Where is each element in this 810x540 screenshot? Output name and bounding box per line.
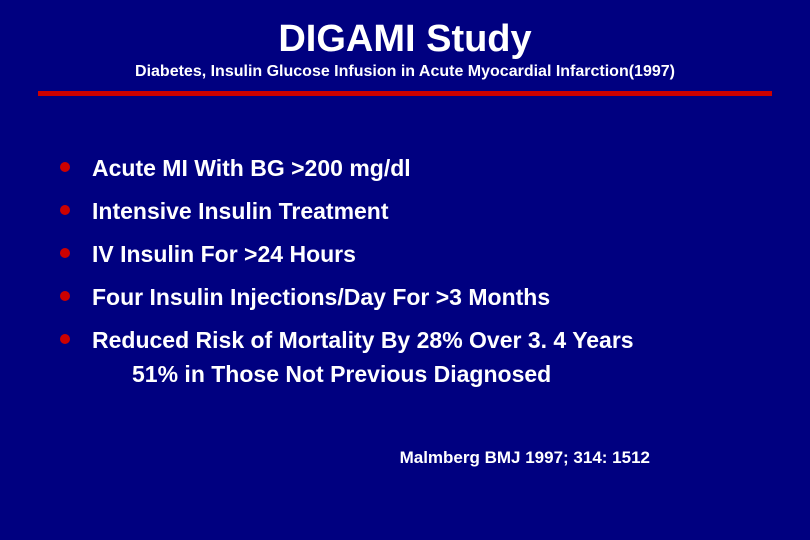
bullet-text: Reduced Risk of Mortality By 28% Over 3.… <box>92 326 750 356</box>
bullet-text: Intensive Insulin Treatment <box>92 197 750 227</box>
slide: DIGAMI Study Diabetes, Insulin Glucose I… <box>0 0 810 540</box>
bullet-icon <box>60 334 70 344</box>
bullet-item: Reduced Risk of Mortality By 28% Over 3.… <box>60 326 750 356</box>
content-area: Acute MI With BG >200 mg/dl Intensive In… <box>0 96 810 468</box>
bullet-icon <box>60 162 70 172</box>
bullet-text: Acute MI With BG >200 mg/dl <box>92 154 750 184</box>
bullet-text: Four Insulin Injections/Day For >3 Month… <box>92 283 750 313</box>
bullet-text: IV Insulin For >24 Hours <box>92 240 750 270</box>
bullet-item: IV Insulin For >24 Hours <box>60 240 750 270</box>
bullet-icon <box>60 205 70 215</box>
bullet-icon <box>60 291 70 301</box>
slide-subtitle: Diabetes, Insulin Glucose Infusion in Ac… <box>0 61 810 81</box>
sub-line: 51% in Those Not Previous Diagnosed <box>132 360 750 390</box>
bullet-list: Acute MI With BG >200 mg/dl Intensive In… <box>60 154 750 355</box>
bullet-icon <box>60 248 70 258</box>
citation: Malmberg BMJ 1997; 314: 1512 <box>60 448 750 468</box>
bullet-item: Four Insulin Injections/Day For >3 Month… <box>60 283 750 313</box>
slide-title: DIGAMI Study <box>0 0 810 61</box>
bullet-item: Acute MI With BG >200 mg/dl <box>60 154 750 184</box>
bullet-item: Intensive Insulin Treatment <box>60 197 750 227</box>
